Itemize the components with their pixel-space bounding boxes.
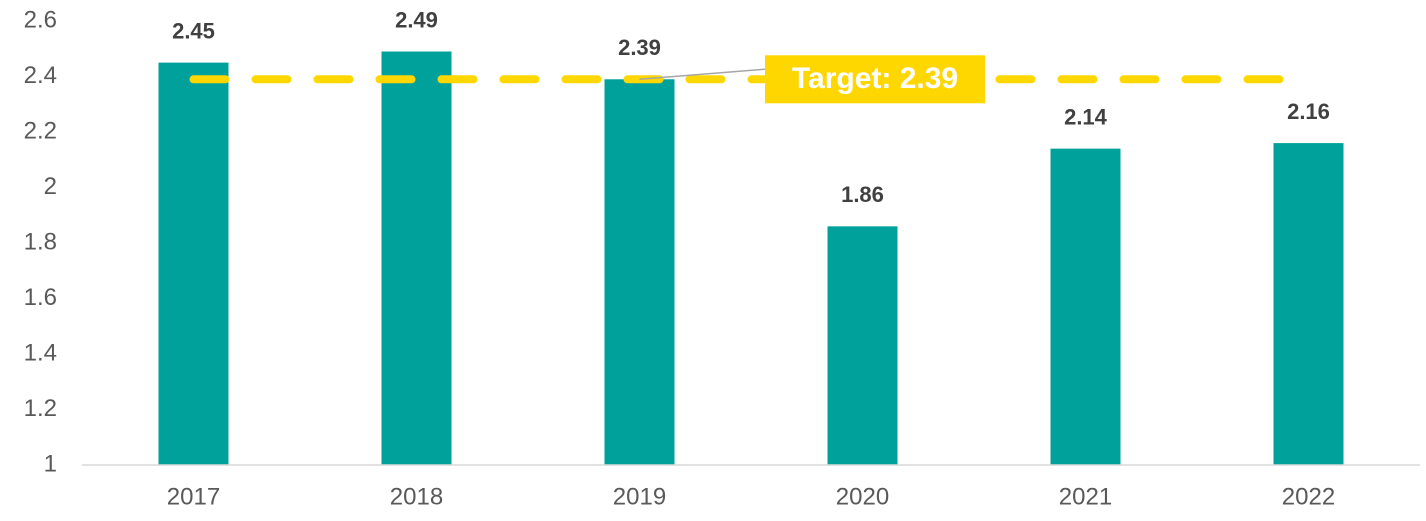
annotation-label: Target: 2.39	[792, 62, 958, 95]
x-tick-label: 2018	[390, 483, 443, 510]
bar	[1273, 143, 1344, 465]
y-tick-label: 1.8	[24, 228, 57, 255]
data-label: 1.86	[841, 182, 884, 207]
x-tick-label: 2019	[613, 483, 666, 510]
data-label: 2.39	[618, 35, 661, 60]
y-tick-label: 2.4	[24, 62, 57, 89]
bar	[604, 79, 675, 466]
y-tick-label: 2	[44, 173, 57, 200]
x-tick-label: 2017	[167, 483, 220, 510]
data-label: 2.14	[1064, 104, 1108, 129]
x-tick-label: 2022	[1282, 483, 1335, 510]
annotation-box	[765, 55, 985, 104]
x-tick-label: 2021	[1059, 483, 1112, 510]
leader-line	[639, 68, 766, 81]
y-tick-label: 1.6	[24, 284, 57, 311]
bar	[381, 51, 452, 466]
data-label: 2.49	[395, 7, 438, 32]
y-tick-label: 1.2	[24, 395, 57, 422]
y-tick-label: 1	[44, 450, 57, 477]
bar	[827, 226, 898, 465]
data-label: 2.45	[172, 18, 215, 43]
bar	[1050, 148, 1121, 465]
bar	[158, 62, 229, 465]
y-tick-label: 2.6	[24, 6, 57, 33]
y-tick-label: 2.2	[24, 117, 57, 144]
y-tick-label: 1.4	[24, 339, 57, 366]
x-tick-label: 2020	[836, 483, 889, 510]
data-label: 2.16	[1287, 99, 1330, 124]
